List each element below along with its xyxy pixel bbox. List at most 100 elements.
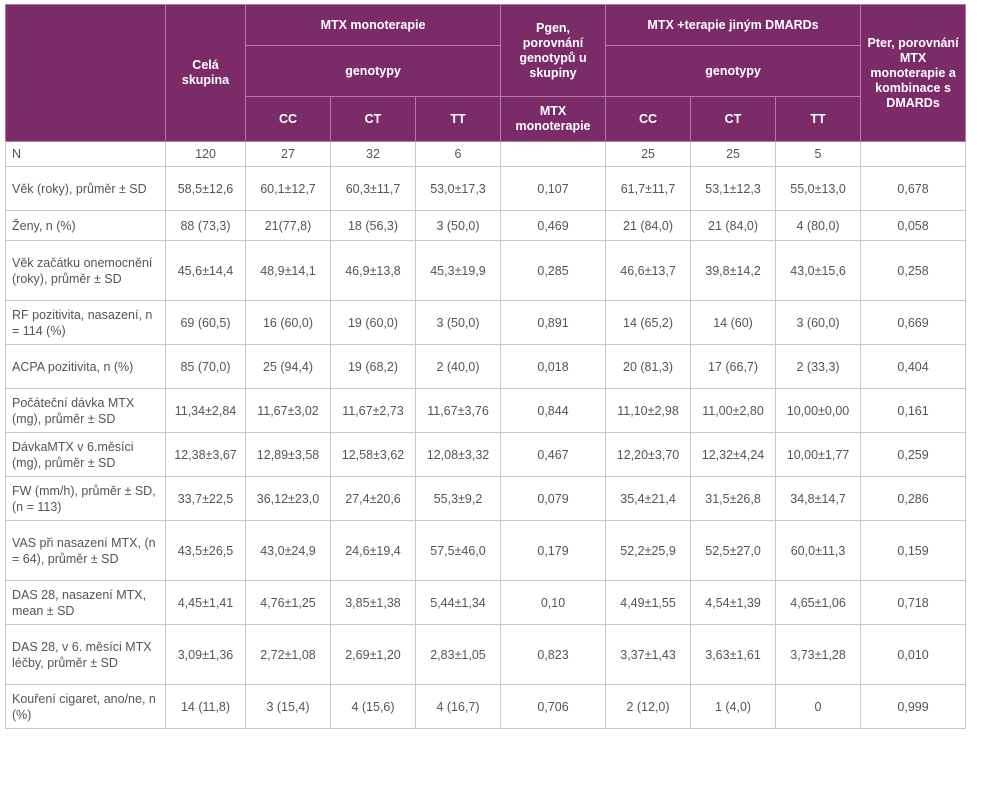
data-cell: 0,179	[500, 520, 607, 581]
data-cell: 57,5±46,0	[414, 520, 502, 581]
data-cell: 33,7±22,5	[165, 476, 246, 521]
data-cell: 43,0±24,9	[245, 520, 331, 581]
data-cell: 5,44±1,34	[414, 580, 502, 625]
table-header: Celá skupina MTX monoterapie Pgen, porov…	[5, 4, 967, 142]
data-cell: 16 (60,0)	[245, 300, 331, 345]
data-cell: 14 (11,8)	[165, 684, 246, 729]
header-cell: genotypy	[244, 45, 502, 97]
data-cell: 0,058	[860, 210, 967, 241]
data-cell: 12,08±3,32	[414, 432, 502, 477]
data-cell: 0,107	[500, 166, 607, 211]
data-cell: 39,8±14,2	[690, 240, 777, 301]
data-cell: 36,12±23,0	[245, 476, 331, 521]
data-cell: 5	[775, 141, 862, 167]
table-body: N 120 27 32 6 25 25 5 Věk (roky), průměr ± SD 58,…	[5, 141, 967, 729]
data-cell: 3,37±1,43	[605, 624, 692, 685]
table-row: RF pozitivita, nasazení, n = 114 (%) 69 (…	[5, 300, 967, 345]
header-cell: Pter, porovnání MTX monoterapie a kombin…	[860, 4, 967, 142]
row-label: Počáteční dávka MTX (mg), průměr ± SD	[5, 388, 166, 433]
data-cell: 12,89±3,58	[245, 432, 331, 477]
data-cell: 12,58±3,62	[330, 432, 416, 477]
data-cell: 53,0±17,3	[414, 166, 502, 211]
data-cell: 17 (66,7)	[690, 344, 777, 389]
data-cell: 11,34±2,84	[165, 388, 246, 433]
header-cell: CT	[690, 96, 777, 142]
data-cell: 0,404	[860, 344, 967, 389]
data-cell: 43,0±15,6	[775, 240, 862, 301]
data-cell: 24,6±19,4	[330, 520, 416, 581]
table-row: ACPA pozitivita, n (%) 85 (70,0) 25 (94,4)…	[5, 344, 967, 389]
data-cell: 0,159	[860, 520, 967, 581]
data-cell: 21 (84,0)	[690, 210, 777, 241]
table-row: FW (mm/h), průměr ± SD, (n = 113) 33,7±22…	[5, 476, 967, 521]
header-cell: CC	[605, 96, 692, 142]
header-cell: genotypy	[605, 45, 862, 97]
row-label: FW (mm/h), průměr ± SD, (n = 113)	[5, 476, 166, 521]
header-cell: MTX +terapie jiným DMARDs	[605, 4, 862, 46]
data-cell: 6	[414, 141, 502, 167]
data-cell: 18 (56,3)	[330, 210, 416, 241]
data-cell: 45,3±19,9	[414, 240, 502, 301]
data-cell: 0,079	[500, 476, 607, 521]
data-cell: 1 (4,0)	[690, 684, 777, 729]
data-cell: 45,6±14,4	[165, 240, 246, 301]
data-cell: 31,5±26,8	[690, 476, 777, 521]
data-cell: 0,467	[500, 432, 607, 477]
data-cell: 34,8±14,7	[775, 476, 862, 521]
data-cell: 69 (60,5)	[165, 300, 246, 345]
data-cell: 2 (12,0)	[605, 684, 692, 729]
row-label: N	[5, 141, 166, 167]
data-cell: 60,1±12,7	[245, 166, 331, 211]
data-cell: 25 (94,4)	[245, 344, 331, 389]
data-cell: 61,7±11,7	[605, 166, 692, 211]
table-row: N 120 27 32 6 25 25 5	[5, 141, 967, 167]
row-label: RF pozitivita, nasazení, n = 114 (%)	[5, 300, 166, 345]
data-cell: 3,63±1,61	[690, 624, 777, 685]
table-row: Věk (roky), průměr ± SD 58,5±12,6 60,1±12,…	[5, 166, 967, 211]
header-cell: Pgen, porovnání genotypů u skupiny	[500, 4, 607, 97]
results-table: Celá skupina MTX monoterapie Pgen, porov…	[5, 4, 967, 729]
data-cell: 14 (65,2)	[605, 300, 692, 345]
data-cell: 32	[330, 141, 416, 167]
data-cell: 4 (15,6)	[330, 684, 416, 729]
data-cell: 3,09±1,36	[165, 624, 246, 685]
data-cell: 2 (40,0)	[414, 344, 502, 389]
data-cell: 55,0±13,0	[775, 166, 862, 211]
data-cell: 0	[775, 684, 862, 729]
data-cell: 120	[165, 141, 246, 167]
data-cell: 0,844	[500, 388, 607, 433]
data-cell: 4,54±1,39	[690, 580, 777, 625]
data-cell: 48,9±14,1	[245, 240, 331, 301]
data-cell: 0,10	[500, 580, 607, 625]
row-label: DAS 28, nasazení MTX, mean ± SD	[5, 580, 166, 625]
header-cell: MTX monoterapie	[500, 96, 607, 142]
table-row: DAS 28, v 6. měsíci MTX léčby, průměr ± …	[5, 624, 967, 685]
table-row: VAS při nasazení MTX, (n = 64), průměr ±…	[5, 520, 967, 581]
data-cell: 3 (50,0)	[414, 300, 502, 345]
header-cell: MTX monoterapie	[244, 4, 502, 46]
row-label: Kouření cigaret, ano/ne, n (%)	[5, 684, 166, 729]
data-cell: 0,678	[860, 166, 967, 211]
data-cell	[860, 141, 967, 167]
data-cell: 2 (33,3)	[775, 344, 862, 389]
row-label: DávkaMTX v 6.měsíci (mg), průměr ± SD	[5, 432, 166, 477]
corner-cell	[5, 4, 166, 142]
data-cell: 10,00±0,00	[775, 388, 862, 433]
data-cell: 27,4±20,6	[330, 476, 416, 521]
data-cell: 0,706	[500, 684, 607, 729]
data-cell: 0,718	[860, 580, 967, 625]
data-cell: 0,259	[860, 432, 967, 477]
data-cell: 10,00±1,77	[775, 432, 862, 477]
row-label: Věk začátku onemocnění (roky), průměr ± …	[5, 240, 166, 301]
row-label: VAS při nasazení MTX, (n = 64), průměr ±…	[5, 520, 166, 581]
table-row: Věk začátku onemocnění (roky), průměr ± …	[5, 240, 967, 301]
data-cell: 4 (16,7)	[414, 684, 502, 729]
data-cell: 11,67±3,76	[414, 388, 502, 433]
data-cell: 52,2±25,9	[605, 520, 692, 581]
data-cell: 25	[690, 141, 777, 167]
data-cell: 11,00±2,80	[690, 388, 777, 433]
row-label: ACPA pozitivita, n (%)	[5, 344, 166, 389]
data-cell: 88 (73,3)	[165, 210, 246, 241]
row-label: DAS 28, v 6. měsíci MTX léčby, průměr ± …	[5, 624, 166, 685]
data-cell	[500, 141, 607, 167]
